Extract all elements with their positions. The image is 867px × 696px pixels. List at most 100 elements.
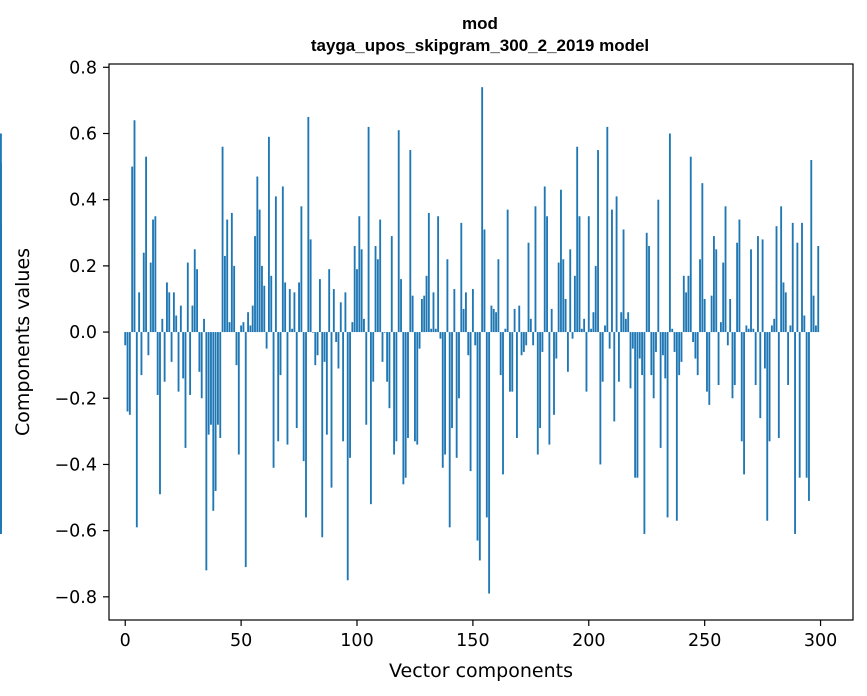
bar <box>126 332 129 412</box>
bar <box>726 332 729 346</box>
bar <box>495 312 497 333</box>
bar <box>307 116 310 333</box>
bar <box>481 87 484 333</box>
bar <box>163 332 166 382</box>
bar <box>624 318 627 333</box>
bar <box>787 332 790 386</box>
chart-subtitle: tayga_upos_skipgram_300_2_2019 model <box>311 36 649 55</box>
y-tick-label: 0.6 <box>69 125 97 145</box>
bar <box>773 318 776 333</box>
bar <box>478 332 481 561</box>
bar <box>154 216 157 333</box>
bar <box>219 332 222 438</box>
bar <box>131 166 134 333</box>
bar <box>719 322 722 333</box>
bar <box>560 189 562 333</box>
bar <box>439 332 442 339</box>
y-tick-label: 0.8 <box>69 58 97 78</box>
bar <box>152 219 154 333</box>
bar <box>434 328 437 333</box>
bar <box>203 318 205 333</box>
bar <box>314 332 317 366</box>
bar <box>703 298 706 333</box>
bar <box>460 222 463 333</box>
bar <box>0 163 2 333</box>
bar <box>520 332 523 356</box>
y-tick-label: −0.4 <box>55 455 98 475</box>
bar <box>156 332 159 395</box>
bar <box>409 150 412 333</box>
bar <box>685 292 688 333</box>
plot-frame <box>108 63 854 621</box>
bar <box>318 279 321 333</box>
bar <box>226 219 229 333</box>
bar <box>485 332 488 518</box>
bar <box>529 318 532 333</box>
bar <box>662 332 664 356</box>
bar <box>566 332 569 372</box>
bar <box>516 332 518 438</box>
bar <box>469 332 472 472</box>
bar <box>256 176 259 333</box>
bar <box>761 239 764 333</box>
bar <box>631 332 634 349</box>
bar <box>553 332 555 415</box>
bar <box>455 332 458 458</box>
bar <box>418 332 421 349</box>
bar <box>281 186 284 333</box>
bar <box>689 156 692 333</box>
bar <box>780 206 783 333</box>
bar <box>573 275 576 333</box>
bar <box>404 332 407 478</box>
bar <box>483 229 486 333</box>
bar <box>622 229 625 333</box>
bar <box>801 222 803 333</box>
bar <box>425 275 428 333</box>
bar <box>339 302 342 333</box>
bar <box>182 332 185 379</box>
bar <box>332 289 335 333</box>
bar <box>666 332 669 518</box>
bar <box>592 312 595 333</box>
bar <box>548 332 551 445</box>
bar <box>817 246 820 333</box>
bar <box>664 332 667 379</box>
bar <box>207 332 210 435</box>
bar <box>766 332 769 521</box>
bar <box>335 332 338 342</box>
bar <box>645 232 648 333</box>
bar <box>509 332 511 392</box>
bar <box>722 262 725 333</box>
bar <box>597 150 599 333</box>
bar <box>638 332 641 359</box>
bar <box>587 216 590 333</box>
bar <box>513 308 516 333</box>
bar <box>601 332 604 382</box>
bar <box>784 292 787 333</box>
bar <box>805 332 808 478</box>
bar <box>636 332 639 478</box>
y-tick-label: 0.2 <box>69 257 97 277</box>
bar <box>221 146 224 333</box>
bar <box>680 332 683 362</box>
bar <box>441 332 444 468</box>
bar <box>363 318 365 333</box>
bar <box>298 282 300 333</box>
bar <box>747 328 750 333</box>
bar <box>673 332 676 352</box>
bar <box>395 332 398 442</box>
bar <box>650 332 653 376</box>
bar <box>205 332 208 571</box>
bar <box>511 332 514 392</box>
bar <box>754 332 757 386</box>
bar <box>191 305 194 333</box>
bar <box>724 206 727 333</box>
bar <box>657 199 660 333</box>
bar <box>393 332 396 455</box>
x-tick-label: 150 <box>456 631 489 651</box>
bar <box>492 308 495 333</box>
bar <box>175 315 178 333</box>
bar <box>379 219 382 333</box>
bar <box>648 246 650 333</box>
bar <box>488 332 491 594</box>
